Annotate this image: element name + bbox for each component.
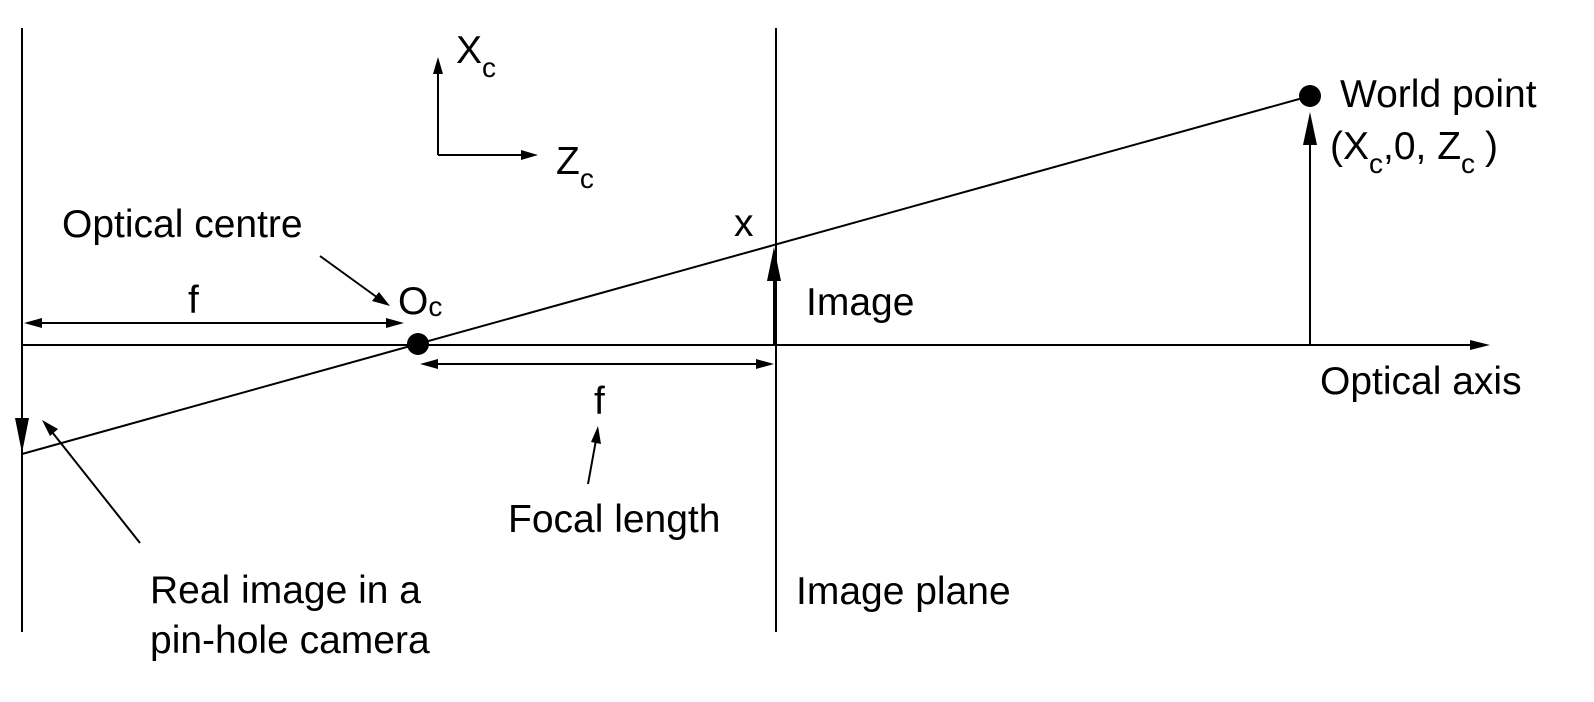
x-label: x xyxy=(734,202,754,245)
real-image-leader-head xyxy=(42,420,58,436)
f-right-arrowhead-left xyxy=(420,359,438,369)
zc-axis-arrowhead xyxy=(521,150,538,160)
world-point-dot xyxy=(1299,85,1321,107)
xc-axis-label: Xc xyxy=(456,29,496,83)
optical-axis-label: Optical axis xyxy=(1320,360,1522,403)
f-left-label: f xyxy=(188,279,199,322)
world-point-arrowhead xyxy=(1303,112,1317,145)
real-image-label-line2: pin-hole camera xyxy=(150,619,430,662)
f-right-label: f xyxy=(594,380,605,423)
f-right-arrowhead-right xyxy=(756,359,774,369)
f-left-arrowhead-right xyxy=(386,318,404,328)
image-label: Image xyxy=(806,281,914,324)
image-plane-label: Image plane xyxy=(796,570,1011,613)
oc-label: Oc xyxy=(398,280,442,323)
world-point-coordinates: (Xc,0, Zc) xyxy=(1330,125,1498,179)
optical-centre-label: Optical centre xyxy=(62,203,303,246)
optical-centre-point xyxy=(407,333,429,355)
real-image-arrowhead xyxy=(15,418,29,453)
optical-centre-leader xyxy=(319,255,379,299)
focal-length-leader-head xyxy=(591,426,601,444)
focal-length-leader xyxy=(587,439,597,485)
focal-length-label: Focal length xyxy=(508,498,720,541)
xc-axis-arrowhead xyxy=(433,57,443,74)
zc-axis-label: Zc xyxy=(556,140,594,194)
optical-centre-leader-head xyxy=(372,292,390,306)
world-point-label: World point xyxy=(1340,73,1537,116)
image-arrowhead xyxy=(767,247,781,281)
real-image-label-line1: Real image in a xyxy=(150,569,421,612)
projection-ray xyxy=(21,95,1311,455)
optical-axis-arrowhead xyxy=(1470,340,1490,350)
f-left-arrowhead-left xyxy=(24,318,42,328)
real-image-leader xyxy=(51,431,141,544)
